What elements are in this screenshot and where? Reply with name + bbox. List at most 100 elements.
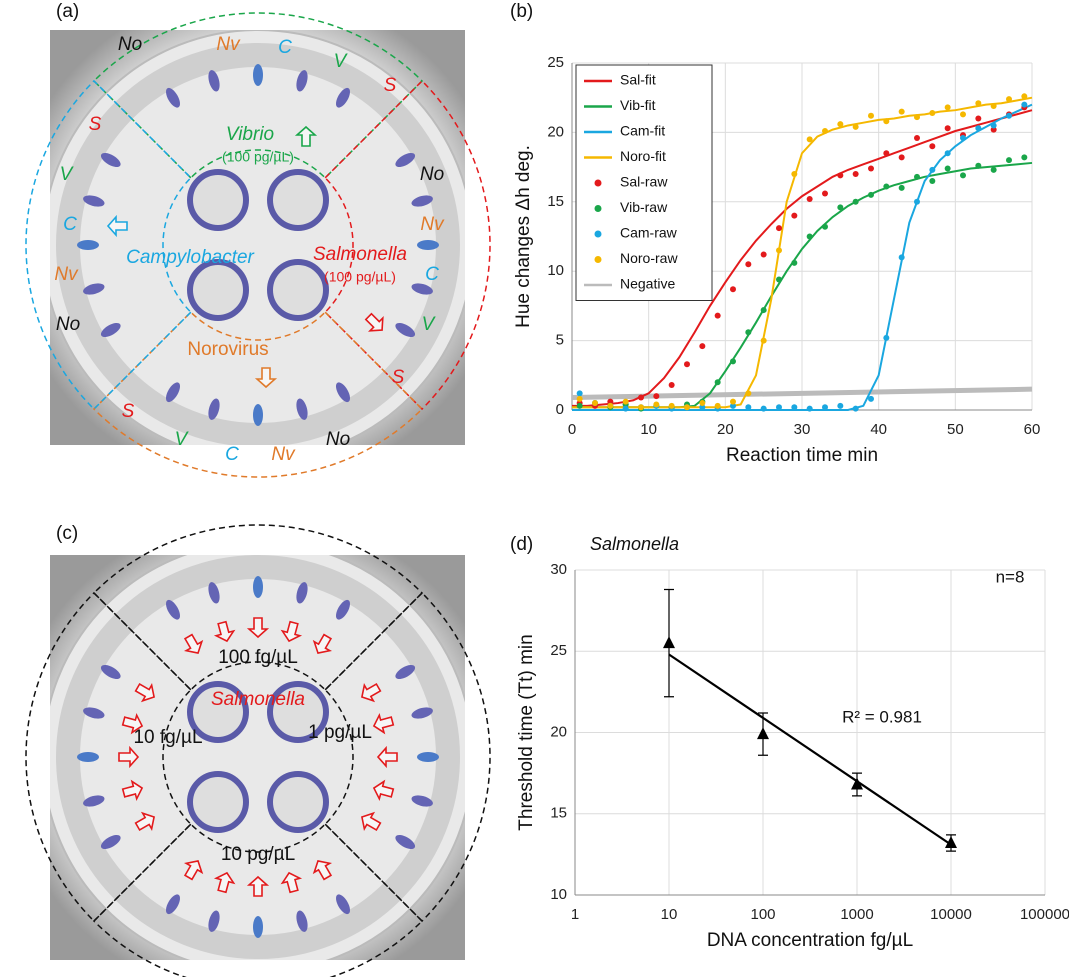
well — [411, 283, 433, 295]
dish-rim — [56, 43, 460, 445]
y-tick-label: 15 — [547, 193, 564, 210]
well — [395, 323, 416, 337]
photo-label: (100 pg/µL) — [324, 269, 396, 285]
photo-label: V — [334, 51, 349, 72]
well — [395, 153, 416, 167]
well — [208, 910, 220, 932]
photo-label: No — [420, 164, 444, 185]
raw-point — [929, 166, 936, 173]
photo-label: 100 fg/µL — [218, 647, 298, 668]
raw-point — [852, 405, 859, 412]
raw-point — [776, 225, 782, 232]
sector-outline — [92, 823, 424, 977]
photo-label: S — [122, 401, 135, 422]
raw-point — [929, 177, 936, 184]
well — [83, 707, 105, 719]
overlay: No Nv C V S No Nv C V S S V C Nv No S V C Nv No Vibrio (100 p… — [25, 12, 491, 977]
y-tick-label: 10 — [550, 886, 567, 903]
raw-point — [960, 111, 966, 118]
y-axis-label: Hue changes Δh deg. — [513, 145, 534, 328]
well — [411, 707, 433, 719]
arrow — [246, 617, 270, 639]
arrow — [312, 859, 333, 881]
arrow — [280, 871, 303, 894]
raw-point — [730, 402, 736, 409]
photo-label: 10 pg/µL — [221, 844, 295, 865]
x-tick-label: 30 — [794, 421, 811, 438]
x-tick-label: 60 — [1024, 421, 1041, 438]
photo-label: S — [89, 114, 102, 135]
raw-point — [592, 400, 598, 407]
raw-point — [914, 134, 920, 141]
arrow — [213, 871, 236, 894]
y-tick-label: 5 — [556, 332, 564, 349]
photo-label: C — [278, 37, 292, 58]
panel-label: (b) — [510, 1, 533, 22]
sector-outline — [92, 524, 424, 691]
raw-point — [638, 404, 644, 411]
fit-line — [572, 96, 1033, 409]
photo-label: C — [425, 264, 439, 285]
legend-label: Noro-raw — [620, 250, 678, 266]
raw-point — [852, 171, 859, 178]
raw-point — [760, 405, 767, 412]
arrow — [121, 779, 144, 802]
raw-point — [653, 401, 660, 408]
photo-label: S — [392, 367, 405, 388]
legend-label: Vib-fit — [620, 97, 656, 113]
raw-point — [898, 108, 905, 115]
raw-point — [776, 247, 782, 254]
raw-point — [714, 379, 721, 386]
raw-point — [822, 223, 828, 230]
arrow — [364, 312, 384, 332]
photo-label: Nv — [420, 214, 445, 235]
raw-point — [975, 162, 982, 169]
raw-point — [576, 390, 583, 397]
x-tick-label: 100000 — [1020, 906, 1069, 923]
raw-point — [822, 404, 828, 411]
arrow — [372, 779, 395, 802]
raw-point — [837, 172, 844, 179]
photo-a-content — [50, 30, 465, 445]
raw-point — [607, 398, 614, 405]
chamber — [267, 259, 329, 321]
raw-point — [760, 307, 767, 314]
arrow — [280, 620, 303, 643]
raw-point — [1021, 93, 1028, 100]
chamber — [267, 771, 329, 833]
raw-point — [760, 251, 767, 258]
raw-point — [929, 109, 936, 116]
raw-point — [975, 100, 982, 107]
chamber — [187, 259, 249, 321]
photo-label: No — [326, 429, 350, 450]
arrow — [254, 367, 278, 389]
x-tick-label: 10 — [661, 906, 678, 923]
raw-point — [868, 112, 874, 119]
raw-point — [822, 128, 828, 135]
raw-point — [1006, 112, 1012, 119]
photo-label: Nv — [216, 34, 241, 55]
well — [336, 599, 350, 620]
well — [77, 240, 99, 250]
legend-label: Cam-fit — [620, 123, 665, 139]
raw-point — [668, 402, 675, 409]
photo-label: 10 fg/µL — [133, 727, 202, 748]
data-point — [757, 727, 769, 740]
arrow — [118, 745, 140, 769]
photo-label: No — [56, 314, 80, 335]
arrow — [360, 682, 382, 703]
well — [296, 582, 308, 604]
raw-point — [699, 400, 706, 407]
raw-point — [653, 393, 660, 400]
arrow — [106, 214, 128, 238]
raw-point — [760, 337, 767, 344]
raw-point — [745, 261, 752, 268]
raw-point — [868, 191, 874, 198]
photo-label: No — [118, 34, 142, 55]
well — [208, 582, 220, 604]
raw-point — [791, 212, 798, 219]
well — [336, 87, 350, 108]
photo-c-content — [50, 555, 465, 960]
raw-point — [791, 404, 798, 411]
raw-point — [960, 172, 966, 179]
